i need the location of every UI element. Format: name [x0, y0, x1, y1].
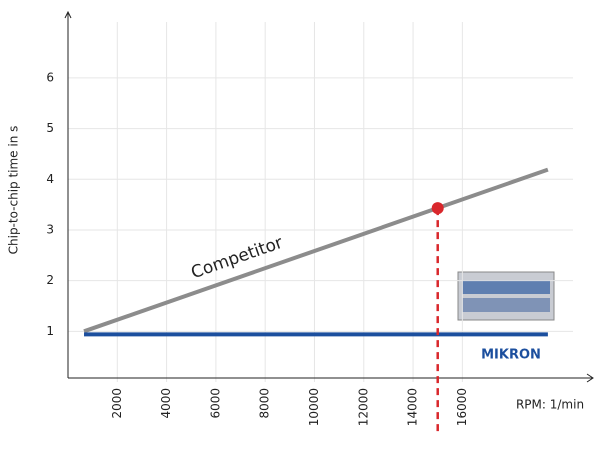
x-tick-label: 4000	[159, 388, 173, 419]
axis	[65, 12, 71, 378]
x-tick-label: 14000	[406, 388, 420, 426]
x-tick-label: 8000	[258, 388, 272, 419]
x-tick-label: 12000	[356, 388, 370, 426]
x-tick-label: 6000	[208, 388, 222, 419]
series-label: MIKRON	[481, 348, 541, 363]
chart: Chip-to-chip time in s RPM: 1/min 2000 40…	[0, 0, 596, 461]
axis	[68, 374, 593, 382]
highlight-point	[432, 202, 444, 214]
y-tick-label: 2	[46, 273, 54, 287]
y-tick-label: 5	[46, 121, 54, 135]
series-label: Competitor	[189, 233, 286, 283]
machine-image	[458, 272, 554, 320]
y-tick-label: 4	[46, 172, 54, 186]
x-tick-label: 10000	[307, 388, 321, 426]
y-tick-label: 1	[46, 324, 54, 338]
y-tick-label: 3	[46, 222, 54, 236]
x-axis-title: RPM: 1/min	[516, 398, 584, 412]
y-axis-title: Chip-to-chip time in s	[7, 126, 21, 255]
x-tick-label: 16000	[455, 388, 469, 426]
y-tick-label: 6	[46, 70, 54, 84]
x-tick-label: 2000	[110, 388, 124, 419]
